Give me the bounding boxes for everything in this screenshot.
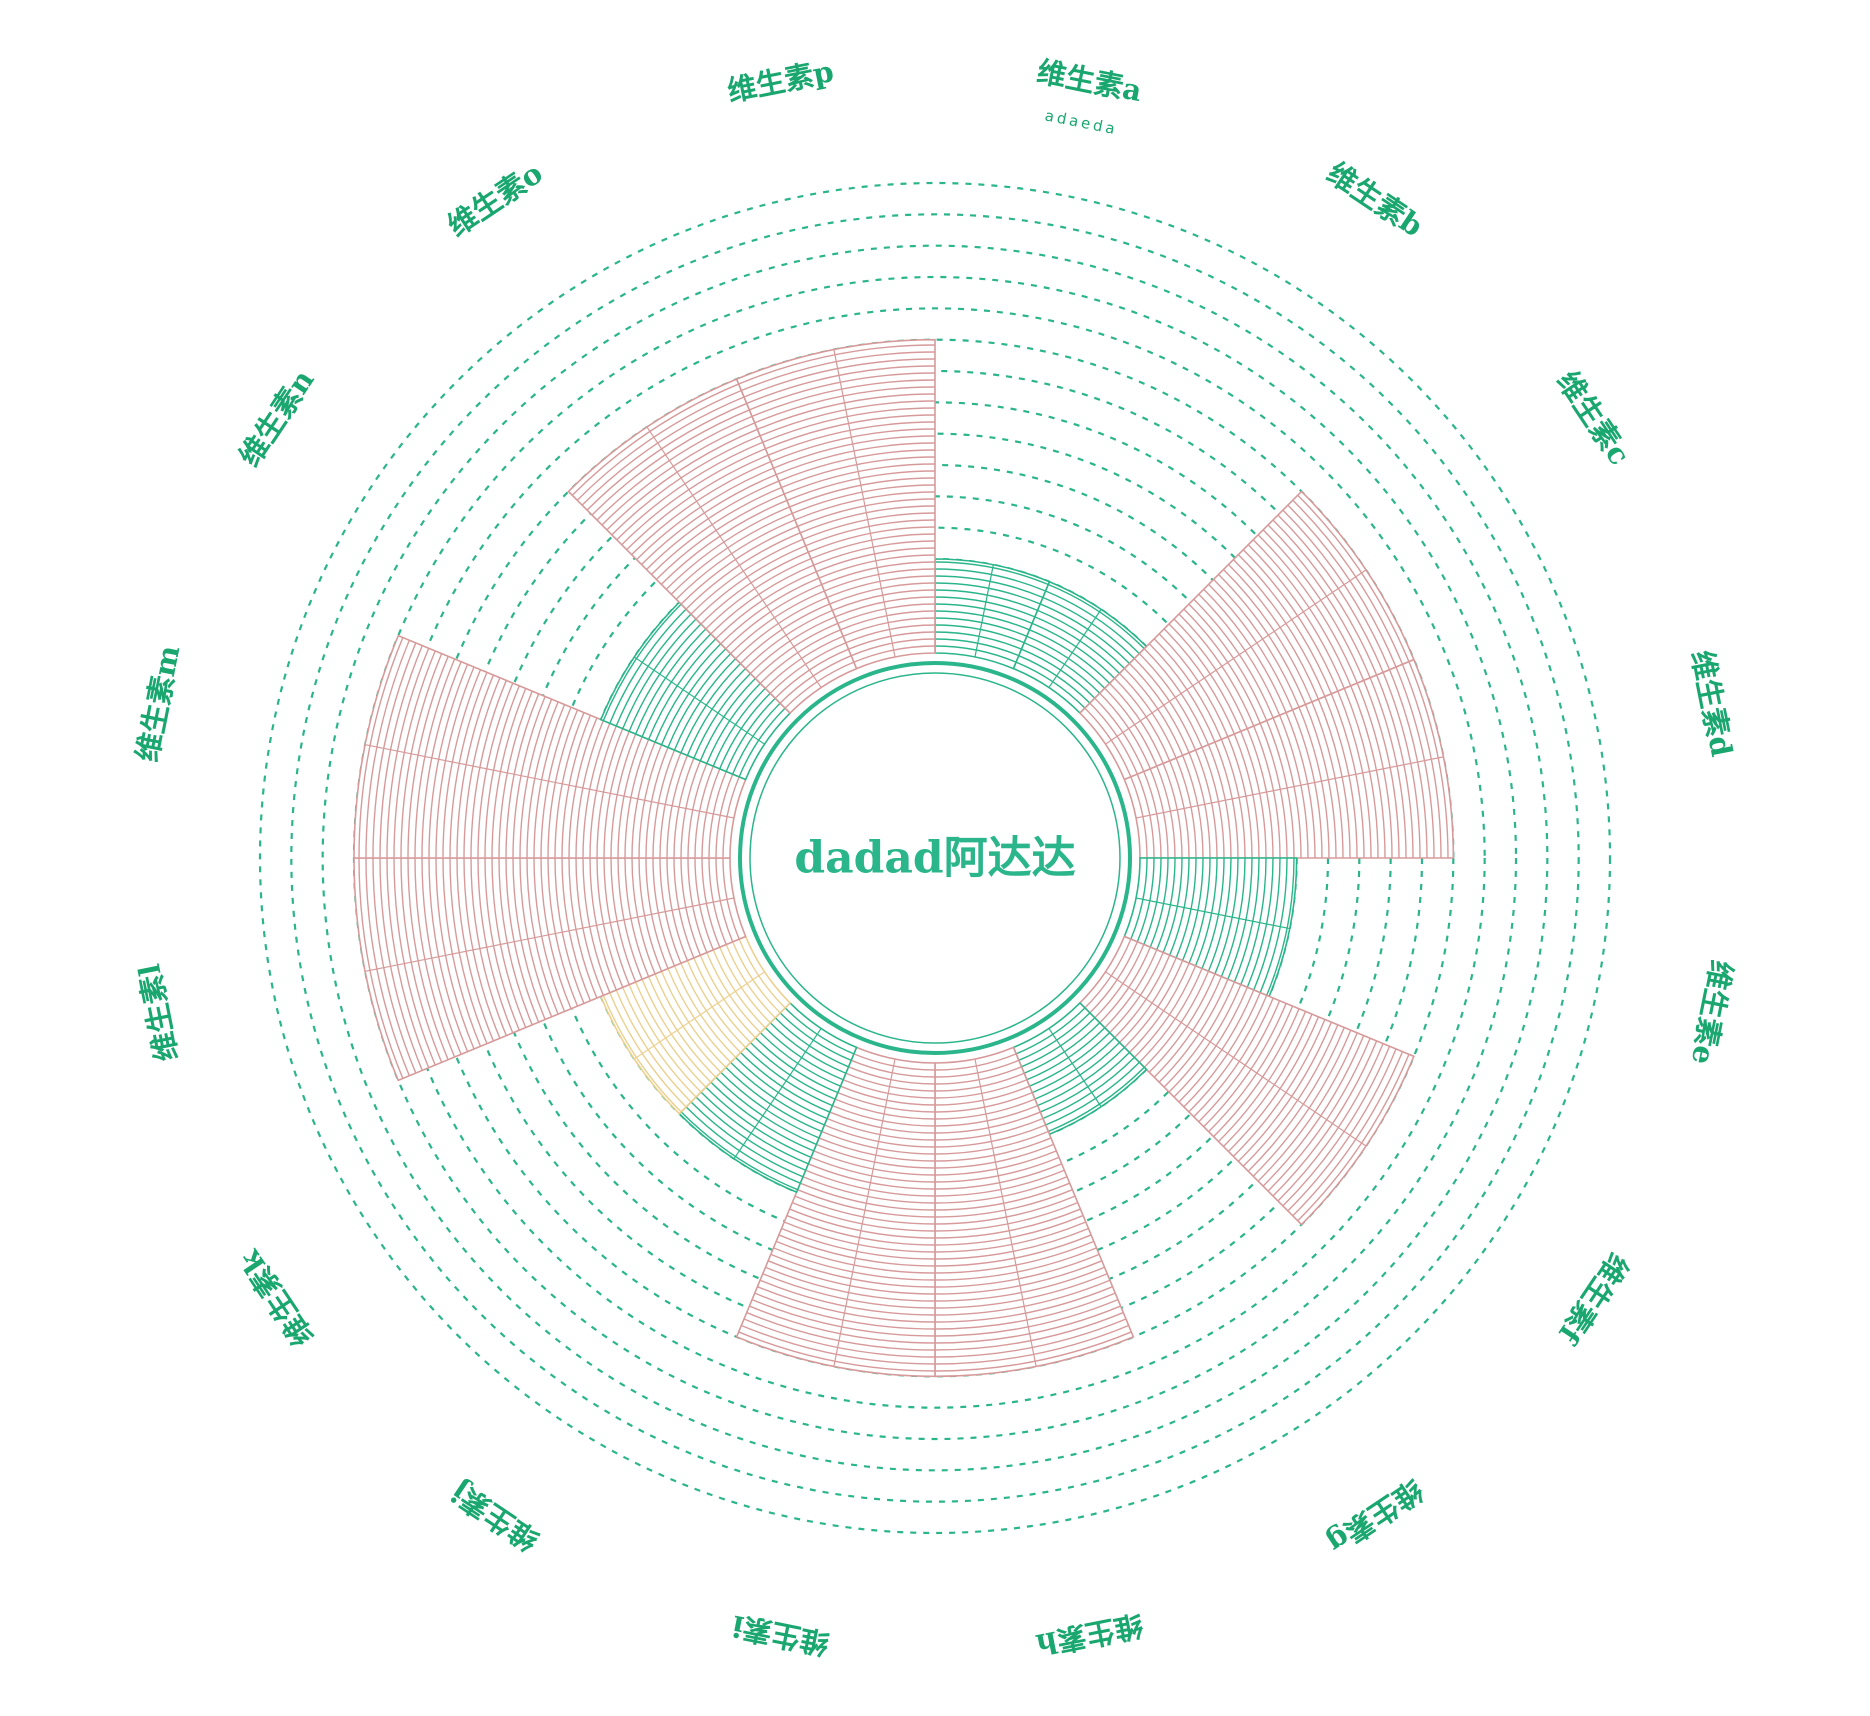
bar-outline — [1078, 490, 1415, 781]
hub-outer-ring — [738, 661, 1132, 1055]
category-label: 维生素i — [729, 1609, 832, 1661]
bar-mid-line — [833, 1058, 896, 1367]
bar-维生素l — [353, 857, 747, 1082]
category-label: 维生素c — [1550, 365, 1636, 471]
category-label: 维生素a — [1034, 54, 1145, 108]
bar-outline — [1123, 658, 1455, 859]
category-label: 维生素m — [130, 642, 186, 764]
bar-outline — [934, 1046, 1135, 1378]
category-label: 维生素b — [1321, 156, 1429, 244]
bar-mid-line — [633, 656, 765, 745]
category-label: 维生素d — [1685, 648, 1739, 760]
bar-维生素j — [678, 1001, 858, 1194]
bar-维生素k — [599, 935, 792, 1115]
bar-维生素i — [735, 1046, 936, 1378]
bar-mid-line — [1135, 897, 1290, 930]
bar-mid-line — [1048, 1028, 1102, 1107]
category-label: 维生素g — [1321, 1473, 1429, 1561]
grid-ring — [321, 244, 1549, 1472]
bar-mid-line — [365, 744, 735, 819]
bars — [353, 338, 1455, 1378]
category-label: 维生素e — [1685, 957, 1739, 1067]
center-title: dadad阿达达 — [794, 833, 1075, 884]
category-label: 维生素l — [132, 961, 184, 1064]
bar-mid-line — [974, 1058, 1037, 1367]
grid-ring — [258, 181, 1612, 1535]
bar-mid-line — [733, 1028, 822, 1160]
bar-mid-line — [365, 897, 735, 972]
category-label: 维生素p — [725, 54, 837, 108]
category-label: 维生素n — [232, 364, 320, 473]
bar-mid-line — [1105, 569, 1367, 745]
bar-维生素n — [599, 601, 792, 781]
bar-维生素d — [1123, 658, 1455, 859]
category-label: 维生素k — [232, 1243, 320, 1352]
bar-mid-line — [1135, 756, 1444, 819]
grid-ring — [384, 307, 1486, 1409]
category-label: 维生素j — [445, 1475, 545, 1557]
bar-mid-line — [974, 564, 994, 658]
bar-mid-line — [833, 349, 896, 658]
category-sublabel: adaeda — [1043, 106, 1119, 138]
hub-inner-ring — [749, 672, 1121, 1044]
bar-mid-line — [1048, 609, 1102, 688]
bar-outline — [735, 1046, 936, 1378]
bar-outline — [567, 378, 858, 715]
category-label: 维生素h — [1033, 1608, 1146, 1662]
bar-维生素o — [567, 378, 858, 715]
category-label: 维生素o — [441, 156, 548, 243]
bar-维生素f — [1078, 935, 1415, 1226]
bar-维生素h — [934, 1046, 1135, 1378]
center-hub: dadad阿达达 — [738, 661, 1132, 1055]
bar-维生素p — [735, 338, 936, 670]
bar-维生素e — [1123, 857, 1298, 998]
bar-mid-line — [633, 971, 765, 1060]
bar-维生素g — [1012, 1001, 1148, 1136]
bar-mid-line — [646, 426, 822, 688]
category-label: 维生素f — [1550, 1247, 1635, 1351]
grid-ring — [290, 213, 1580, 1503]
bar-维生素m — [353, 634, 747, 859]
bar-维生素c — [1078, 490, 1415, 781]
bar-outline — [735, 338, 936, 670]
bar-outline — [1078, 935, 1415, 1226]
bar-mid-line — [1105, 971, 1367, 1147]
